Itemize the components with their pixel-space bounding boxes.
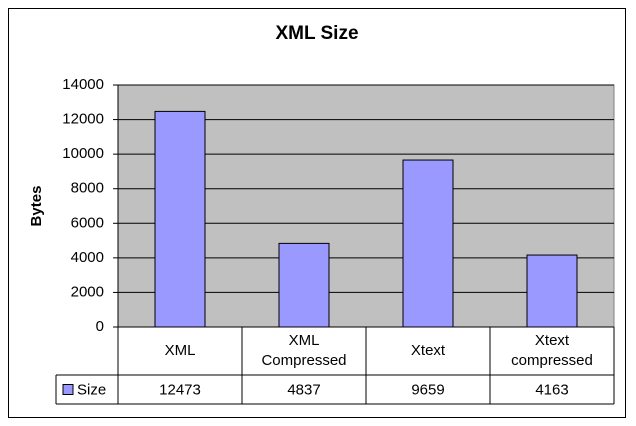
table-value: 9659 — [411, 381, 444, 398]
bar — [154, 110, 206, 328]
x-tick-cell: Xtext compressed — [490, 327, 614, 375]
y-tick-label: 14000 — [62, 76, 104, 93]
bar — [402, 159, 454, 328]
x-tick-label: Xtext — [410, 342, 446, 359]
bar — [278, 242, 330, 328]
legend-label: Size — [77, 381, 106, 398]
y-tick-label: 2000 — [71, 283, 104, 300]
y-tick-label: 8000 — [71, 180, 104, 197]
legend-swatch — [62, 384, 74, 395]
y-tick-label: 6000 — [71, 214, 104, 231]
y-tick-label: 12000 — [62, 111, 104, 128]
table-value: 4163 — [535, 381, 568, 398]
x-tick-label: Xtext compressed — [511, 332, 593, 369]
y-tick-label: 0 — [96, 318, 104, 335]
x-tick-label: XML — [164, 342, 196, 359]
y-tick-label: 4000 — [71, 249, 104, 266]
x-tick-cell: XML — [118, 327, 242, 375]
table-value: 4837 — [287, 381, 320, 398]
x-tick-cell: XML Compressed — [242, 327, 366, 375]
y-tick-label: 10000 — [62, 145, 104, 162]
chart-title: XML Size — [275, 23, 358, 44]
table-value: 12473 — [159, 381, 201, 398]
x-tick-cell: Xtext — [366, 327, 490, 375]
bar — [526, 254, 578, 328]
y-axis-label: Bytes — [28, 186, 45, 227]
x-tick-label: XML Compressed — [261, 332, 347, 369]
